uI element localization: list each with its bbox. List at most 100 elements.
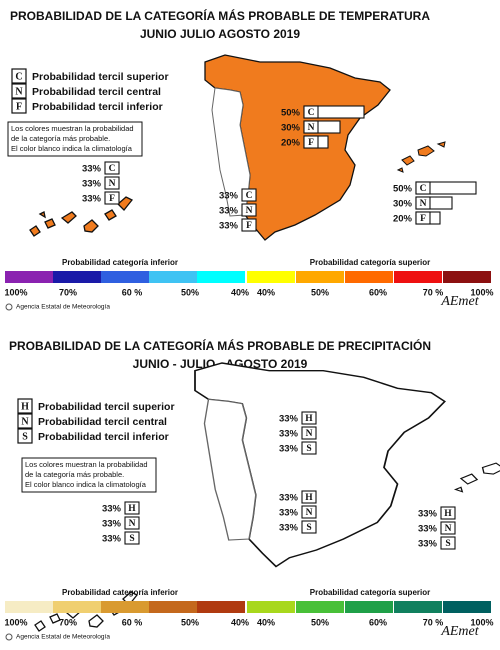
- logo: AEmet: [440, 294, 479, 309]
- panel-subtitle: JUNIO JULIO AGOSTO 2019: [140, 27, 300, 41]
- note-box: [21, 457, 157, 493]
- probability-box: [241, 203, 257, 217]
- tercile-letter: F: [308, 138, 314, 148]
- scale-label: 70 %: [423, 287, 444, 297]
- scale-label: 100%: [470, 287, 493, 297]
- credit-icon: [5, 303, 13, 311]
- scale-segment: [345, 271, 393, 283]
- probability-label: 20%: [281, 138, 301, 149]
- note-box: [7, 121, 143, 157]
- scale-segment: [5, 601, 53, 613]
- scale-label: 100%: [470, 617, 493, 627]
- probability-label: 33%: [219, 206, 239, 217]
- legend-letter: S: [22, 431, 28, 442]
- baleares-island: [417, 145, 435, 157]
- probability-label: 33%: [279, 523, 299, 534]
- scale-segment: [394, 271, 442, 283]
- note-line: de la categoría más probable.: [25, 470, 124, 479]
- letter-box: [415, 181, 431, 195]
- scale-label: 70 %: [423, 617, 444, 627]
- probability-box: [104, 161, 120, 175]
- credit: Agencia Estatal de Meteorología: [16, 634, 110, 641]
- scale-segment: [5, 271, 53, 283]
- legend-box: [17, 398, 33, 414]
- probability-box: [440, 536, 456, 550]
- panel-title: PROBABILIDAD DE LA CATEGORÍA MÁS PROBABL…: [9, 338, 431, 353]
- scale-segment: [443, 271, 491, 283]
- probability-box: [301, 426, 317, 440]
- tercile-letter: N: [246, 206, 253, 216]
- scale-title-upper: Probabilidad categoría superior: [310, 258, 430, 267]
- logo: AEmet: [440, 624, 479, 639]
- scale-label: 40%: [257, 287, 275, 297]
- credit-icon: [5, 633, 13, 641]
- tercile-letter: H: [128, 504, 136, 514]
- note-line: El color blanco indica la climatología: [11, 144, 133, 153]
- scale-label: 60 %: [122, 287, 143, 297]
- legend-letter: H: [21, 401, 29, 412]
- scale-segment: [443, 601, 491, 613]
- probability-label: 33%: [102, 519, 122, 530]
- scale-segment: [345, 601, 393, 613]
- scale-segment: [149, 601, 197, 613]
- canarias-island: [44, 218, 56, 229]
- baleares-island: [436, 141, 446, 148]
- scale-segment: [149, 271, 197, 283]
- scale-label: 70%: [59, 617, 77, 627]
- tercile-letter: S: [306, 523, 311, 533]
- note-line: El color blanco indica la climatología: [25, 480, 147, 489]
- legend-box: [17, 413, 33, 429]
- tercile-letter: C: [246, 191, 253, 201]
- legend-label: Probabilidad tercil inferior: [32, 101, 163, 113]
- probability-label: 33%: [418, 524, 438, 535]
- note-line: de la categoría más probable.: [11, 134, 110, 143]
- letter-box: [415, 196, 431, 210]
- probability-label: 50%: [393, 184, 413, 195]
- legend-box: [17, 428, 33, 444]
- scale-segment: [296, 271, 344, 283]
- map: [194, 362, 500, 568]
- tercile-letter: N: [109, 179, 116, 189]
- probability-label: 33%: [418, 509, 438, 520]
- legend-box: [11, 83, 27, 99]
- probability-box: [241, 218, 257, 232]
- canarias-island: [29, 225, 41, 237]
- baleares-island: [396, 167, 404, 173]
- canarias-island: [88, 614, 104, 628]
- probability-box: [124, 501, 140, 515]
- tercile-letter: S: [445, 539, 450, 549]
- scale-title-upper: Probabilidad categoría superior: [310, 588, 430, 597]
- letter-box: [303, 120, 319, 134]
- probability-label: 33%: [279, 429, 299, 440]
- scale-segment: [394, 601, 442, 613]
- scale-segment: [247, 601, 295, 613]
- tercile-letter: C: [308, 108, 315, 118]
- legend-box: [11, 68, 27, 84]
- scale-label: 50%: [181, 287, 199, 297]
- tercile-letter: C: [109, 164, 116, 174]
- probability-label: 33%: [219, 221, 239, 232]
- scale-label: 40%: [231, 287, 249, 297]
- letter-box: [303, 105, 319, 119]
- scale-segment: [197, 601, 245, 613]
- tercile-letter: S: [129, 534, 134, 544]
- panel: PROBABILIDAD DE LA CATEGORÍA MÁS PROBABL…: [4, 8, 493, 311]
- scale-label: 50%: [181, 617, 199, 627]
- scale-label: 100%: [4, 617, 27, 627]
- portugal: [203, 398, 257, 541]
- probability-box: [301, 441, 317, 455]
- probability-box: [241, 188, 257, 202]
- letter-box: [415, 211, 431, 225]
- probability-label: 33%: [219, 191, 239, 202]
- probability-box: [104, 191, 120, 205]
- scale-label: 50%: [311, 617, 329, 627]
- probability-label: 33%: [279, 508, 299, 519]
- tercile-letter: N: [420, 199, 427, 209]
- scale-segment: [101, 271, 149, 283]
- tercile-letter: F: [420, 214, 426, 224]
- probability-label: 33%: [418, 539, 438, 550]
- probability-label: 30%: [281, 123, 301, 134]
- probability-label: 33%: [82, 179, 102, 190]
- scale-segment: [53, 271, 101, 283]
